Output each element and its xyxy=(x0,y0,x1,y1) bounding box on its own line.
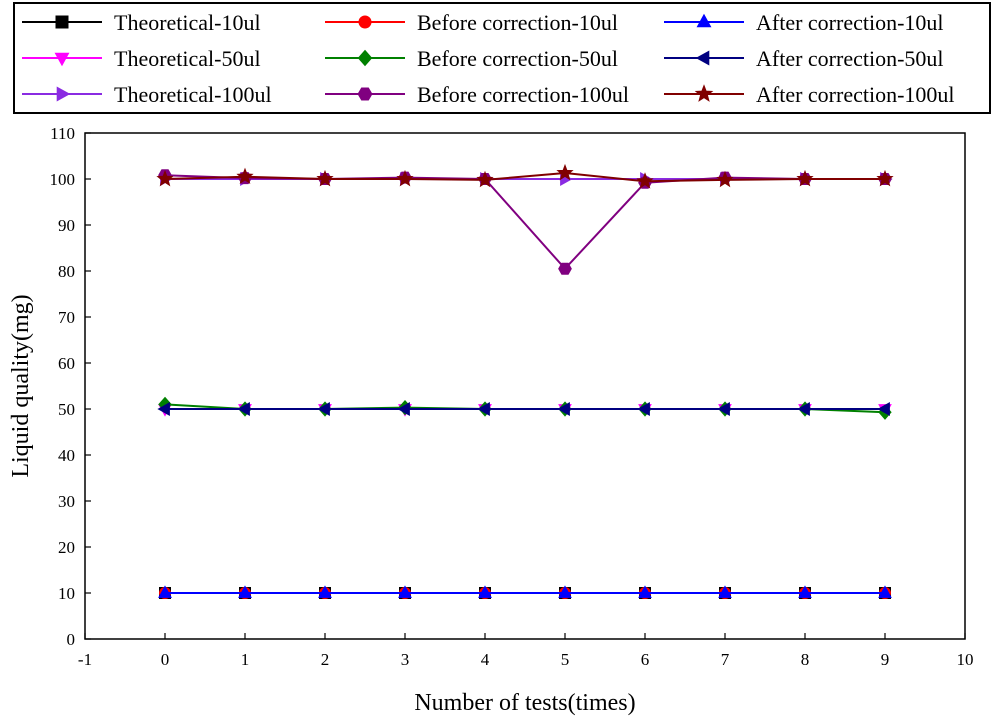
y-tick-label: 80 xyxy=(58,262,75,281)
data-point xyxy=(398,585,412,598)
x-tick-label: 8 xyxy=(801,650,810,669)
data-point xyxy=(557,402,570,416)
data-point xyxy=(638,585,652,598)
x-tick-label: 4 xyxy=(481,650,490,669)
series-4 xyxy=(158,404,892,417)
legend-item: Theoretical-100ul xyxy=(22,82,272,107)
data-point xyxy=(157,402,170,416)
x-axis-label: Number of tests(times) xyxy=(414,690,635,716)
y-tick-label: 50 xyxy=(58,400,75,419)
legend-marker xyxy=(696,13,712,28)
y-tick-label: 110 xyxy=(50,124,75,143)
data-point xyxy=(477,402,490,416)
legend: Theoretical-10ul Before correction-10ul Af… xyxy=(22,10,955,107)
plot-frame xyxy=(84,132,966,640)
legend-marker xyxy=(358,15,372,29)
data-point xyxy=(318,585,332,598)
y-axis-label: Liquid quality(mg) xyxy=(8,294,34,477)
data-point xyxy=(798,585,812,598)
legend-label: Theoretical-50ul xyxy=(114,46,261,71)
legend-label: Before correction-10ul xyxy=(417,10,618,35)
data-point xyxy=(396,169,414,187)
x-axis-ticks: -1 0 1 2 3 4 5 6 7 8 9 10 xyxy=(78,633,974,669)
y-tick-label: 100 xyxy=(50,170,76,189)
data-point xyxy=(156,169,174,187)
legend-label: Before correction-50ul xyxy=(417,46,618,71)
legend-item: Before correction-100ul xyxy=(325,82,629,107)
data-point xyxy=(236,167,254,185)
data-point xyxy=(797,402,810,416)
legend-marker xyxy=(54,52,70,67)
y-tick-label: 30 xyxy=(58,492,75,511)
legend-marker xyxy=(694,84,714,102)
legend-label: After correction-50ul xyxy=(756,46,944,71)
data-point xyxy=(637,402,650,416)
data-point xyxy=(317,402,330,416)
y-tick-label: 90 xyxy=(58,216,75,235)
data-point xyxy=(876,169,894,187)
data-point xyxy=(556,163,574,181)
legend-box xyxy=(13,2,991,114)
data-point xyxy=(716,170,734,188)
data-point xyxy=(877,402,890,416)
data-point xyxy=(238,585,252,598)
legend-item: After correction-50ul xyxy=(664,46,944,71)
x-tick-label: 3 xyxy=(401,650,410,669)
legend-label: After correction-100ul xyxy=(756,82,955,107)
data-point xyxy=(237,402,250,416)
x-tick-label: 6 xyxy=(641,650,650,669)
legend-item: Before correction-10ul xyxy=(325,10,618,35)
data-point xyxy=(478,585,492,598)
data-point xyxy=(717,402,730,416)
y-axis-ticks: 0 10 20 30 40 50 60 70 80 90 100 110 xyxy=(50,124,91,649)
data-point xyxy=(878,585,892,598)
data-point xyxy=(558,585,572,598)
legend-label: Theoretical-100ul xyxy=(114,82,272,107)
series-line xyxy=(164,174,885,271)
data-point xyxy=(158,585,172,598)
x-tick-label: 10 xyxy=(957,650,974,669)
x-tick-label: 7 xyxy=(721,650,730,669)
legend-label: Theoretical-10ul xyxy=(114,10,261,35)
series-6 xyxy=(157,402,890,416)
y-tick-label: 70 xyxy=(58,308,75,327)
y-tick-label: 20 xyxy=(58,538,75,557)
legend-marker xyxy=(55,15,69,29)
y-tick-label: 0 xyxy=(67,630,76,649)
series-line xyxy=(164,171,885,183)
data-point xyxy=(796,169,814,187)
data-point xyxy=(636,172,654,189)
x-tick-label: 1 xyxy=(241,650,250,669)
data-point xyxy=(316,169,334,187)
x-tick-label: 9 xyxy=(881,650,890,669)
legend-marker xyxy=(357,87,373,101)
legend-item: Before correction-50ul xyxy=(325,46,618,71)
legend-item: After correction-100ul xyxy=(664,82,955,107)
y-tick-label: 60 xyxy=(58,354,75,373)
x-tick-label: 0 xyxy=(161,650,170,669)
y-tick-label: 40 xyxy=(58,446,75,465)
legend-item: Theoretical-50ul xyxy=(22,46,261,71)
series-3 xyxy=(158,585,892,598)
data-point xyxy=(718,585,732,598)
legend-label: Before correction-100ul xyxy=(417,82,629,107)
legend-item: Theoretical-10ul xyxy=(22,10,261,35)
x-tick-label: 2 xyxy=(321,650,330,669)
x-tick-label: 5 xyxy=(561,650,570,669)
series-9 xyxy=(156,163,894,189)
data-point xyxy=(397,402,410,416)
legend-marker xyxy=(695,50,710,66)
legend-item: After correction-10ul xyxy=(664,10,944,35)
legend-marker xyxy=(357,49,373,67)
x-tick-label: -1 xyxy=(78,650,92,669)
series-layer xyxy=(156,163,894,599)
data-point xyxy=(476,170,494,188)
series-8 xyxy=(158,169,892,275)
data-point xyxy=(558,262,572,275)
legend-marker xyxy=(56,86,71,102)
legend-label: After correction-10ul xyxy=(756,10,944,35)
y-tick-label: 10 xyxy=(58,584,75,603)
